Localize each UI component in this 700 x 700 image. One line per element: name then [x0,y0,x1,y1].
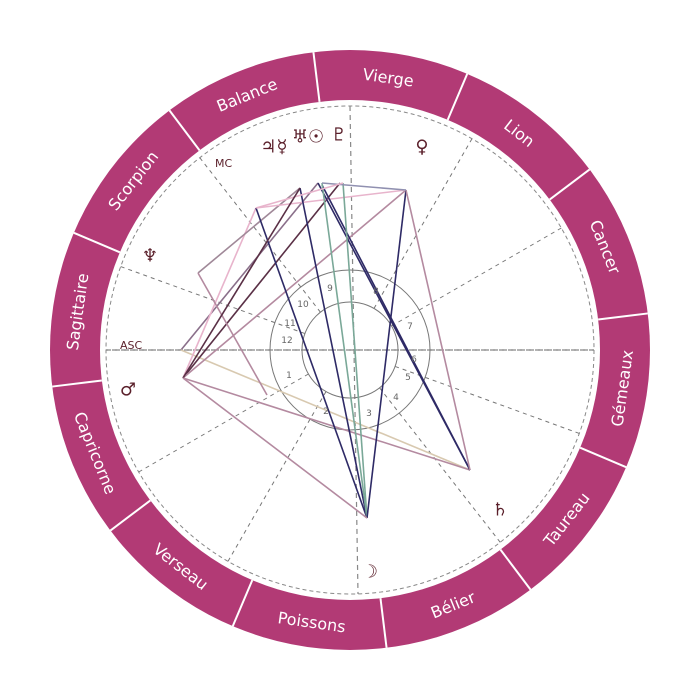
aspect-line [255,189,407,209]
sign-divider [499,549,532,591]
venus-icon: ♀ [415,137,428,158]
moon-icon: ☽ [362,562,378,583]
aspect-line [197,187,301,274]
sign-divider [598,312,648,321]
house-cusp-line [391,227,562,327]
sign-divider [579,446,627,469]
house-number: 8 [373,287,379,297]
aspect-line [182,187,301,379]
mercury-jupiter-icon: ♃☿ [260,137,287,158]
aspect-line [182,182,341,379]
aspect-line [182,189,407,379]
house-cusp-lines [106,105,594,595]
house-cusp-line [379,387,501,543]
aspect-line [321,182,368,519]
aspect-line [182,377,471,471]
neptune-icon: ♆ [142,246,158,267]
aspect-line [182,207,257,379]
sign-divider [73,231,121,254]
aspect-line [255,207,368,519]
house-number: 5 [405,373,411,383]
aspect-line [299,187,368,519]
house-number: 4 [393,393,399,403]
uranus-sun-icon: ♅☉ [292,127,324,148]
house-number: 12 [281,336,292,346]
aspect-line [182,377,368,519]
mc-ic-axis [349,105,359,595]
house-number: 9 [327,284,333,294]
sign-divider [446,73,469,121]
sign-divider [379,598,388,648]
aspect-line [255,182,344,209]
house-number: 11 [284,319,295,329]
house-cusp-line [199,157,321,313]
sign-divider [549,168,591,201]
house-cusp-line [227,391,327,562]
aspect-line [197,272,268,396]
sign-divider [168,109,201,151]
aspect-lines [180,182,471,519]
pluto-icon: ♇ [331,125,347,146]
axis-label-mc: MC [215,157,232,170]
house-number: 7 [407,322,413,332]
house-number: 10 [297,300,309,310]
house-number: 6 [411,355,417,365]
aspect-line [366,189,407,519]
aspect-line [180,182,319,351]
axis-label-asc: ASC [120,339,143,352]
house-number: 2 [323,407,329,417]
house-cusp-line [394,365,580,434]
aspect-line [405,189,471,471]
saturn-icon: ♄ [492,500,508,521]
house-cusp-line [373,138,473,309]
sign-divider [231,579,254,627]
aspect-line [321,182,407,191]
aspect-line [342,182,368,519]
mars-icon: ♂ [120,380,136,401]
house-number: 1 [286,371,292,381]
aspect-line [180,349,471,471]
house-number: 3 [366,409,372,419]
sign-divider [312,52,321,102]
house-inner-circle [301,301,399,399]
sign-divider [52,379,102,388]
sign-divider [109,499,151,532]
